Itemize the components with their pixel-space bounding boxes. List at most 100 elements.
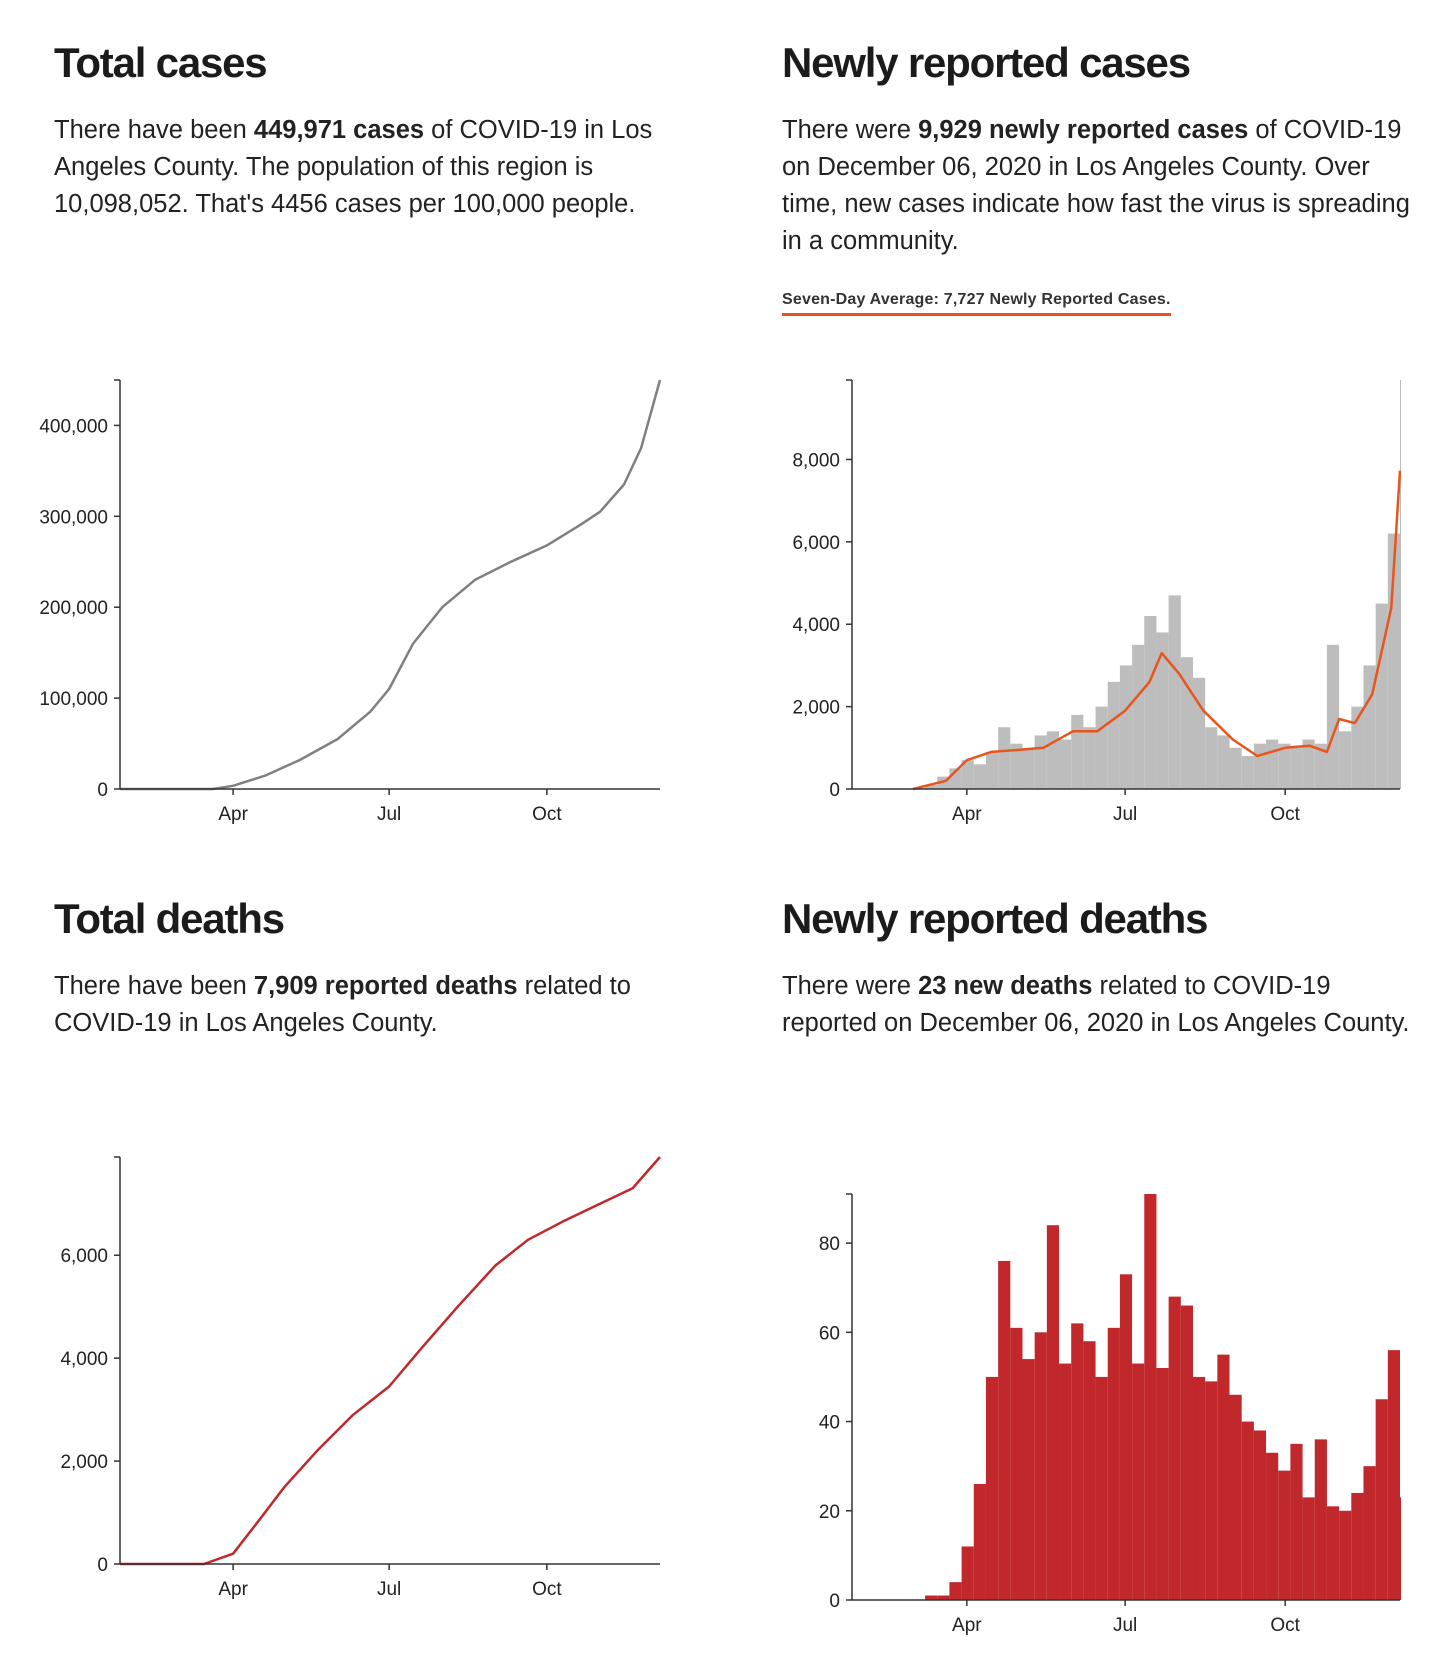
new-deaths-y-tick-label: 40 — [819, 1413, 840, 1434]
new-cases-bar — [1266, 739, 1279, 789]
total-cases-y-tick-label: 200,000 — [39, 598, 108, 619]
total-deaths-x-tick-label: Apr — [218, 1579, 248, 1600]
new-deaths-bar — [1144, 1194, 1157, 1600]
new-cases-bar — [1059, 739, 1072, 789]
new-deaths-bar — [985, 1376, 999, 1600]
new-cases-bar — [1132, 644, 1145, 789]
new-deaths-bar — [1046, 1225, 1060, 1600]
new-deaths-bar — [1132, 1363, 1145, 1600]
new-deaths-bar — [1119, 1274, 1133, 1600]
new-deaths-bar — [1351, 1492, 1364, 1600]
new-deaths-bar — [1205, 1381, 1218, 1600]
total-deaths-chart: 0 2,000 4,000 6,000 Apr Jul Oct — [60, 1156, 661, 1600]
total-cases-y-tick-label: 100,000 — [39, 689, 108, 710]
new-cases-bar — [1363, 665, 1376, 789]
new-deaths-bar — [1156, 1368, 1169, 1600]
total-cases-title: Total cases — [54, 39, 268, 86]
new-cases-x-tick-label: Apr — [952, 804, 982, 825]
new-deaths-bar — [1107, 1327, 1120, 1600]
new-cases-bar — [1253, 743, 1267, 789]
total-deaths-description: There have been 7,909 reported deaths re… — [54, 968, 694, 1042]
total-deaths-y-tick-label: 6,000 — [60, 1246, 108, 1267]
total-cases-x-tick-label: Apr — [218, 804, 248, 825]
new-cases-bar — [1290, 747, 1303, 789]
new-deaths-bar — [1095, 1376, 1108, 1600]
new-cases-bar — [1400, 380, 1401, 789]
new-deaths-bar — [1192, 1376, 1206, 1600]
new-deaths-bar — [1400, 1497, 1401, 1600]
new-deaths-bar — [973, 1484, 986, 1600]
new-cases-bar — [1278, 743, 1291, 789]
new-cases-bar — [1034, 735, 1047, 789]
new-cases-bar — [1119, 665, 1133, 789]
new-deaths-bar — [1059, 1363, 1072, 1600]
new-deaths-bar — [1217, 1354, 1230, 1600]
new-cases-desc-part2: of COVID-19 on December 06, 2020 in Los … — [782, 116, 1410, 256]
new-deaths-bar — [961, 1546, 974, 1600]
new-cases-bar — [1046, 731, 1060, 789]
new-deaths-bar — [949, 1582, 962, 1600]
new-cases-bar — [985, 751, 999, 789]
new-deaths-bar — [1314, 1439, 1327, 1600]
new-deaths-bar — [1241, 1421, 1254, 1600]
new-deaths-chart: 0 20 40 60 80 Apr Jul Oct — [819, 1193, 1401, 1636]
total-deaths-desc-part2: related to COVID-19 in Los Angeles Count… — [54, 972, 631, 1038]
new-cases-bar — [1144, 615, 1157, 789]
new-cases-y-tick-label: 2,000 — [792, 698, 840, 719]
new-deaths-bar — [1375, 1399, 1388, 1600]
panel-total-cases: Total cases There have been 449,971 case… — [54, 39, 694, 223]
new-cases-bar — [1302, 739, 1315, 789]
new-cases-desc-part1: There were — [782, 116, 919, 145]
new-cases-bar — [1314, 743, 1327, 789]
total-deaths-y-tick-label: 4,000 — [60, 1349, 108, 1370]
new-deaths-bar — [1034, 1332, 1047, 1600]
panel-total-deaths: Total deaths There have been 7,909 repor… — [54, 895, 694, 1042]
new-cases-y-tick-label: 4,000 — [792, 615, 840, 636]
total-deaths-title: Total deaths — [54, 895, 285, 942]
panel-new-deaths: Newly reported deaths There were 23 new … — [782, 895, 1422, 1042]
new-cases-y-tick-label: 8,000 — [792, 450, 840, 471]
new-cases-bar — [961, 760, 974, 789]
new-cases-bar — [1192, 677, 1206, 789]
new-deaths-description: There were 23 new deaths related to COVI… — [782, 968, 1422, 1042]
total-cases-series-line — [120, 379, 662, 791]
new-deaths-bar — [1278, 1470, 1291, 1600]
new-cases-bar — [1107, 681, 1120, 789]
new-deaths-bar — [1266, 1452, 1279, 1600]
new-deaths-bar — [1363, 1466, 1376, 1600]
total-cases-desc-part2: of COVID-19 in Los Angeles County. The p… — [54, 116, 653, 219]
new-deaths-bar — [1180, 1305, 1193, 1600]
new-cases-bar — [1010, 743, 1023, 789]
total-cases-chart: 0 100,000 200,000 300,000 400,000 Apr Jul Oct — [39, 379, 662, 825]
new-deaths-bar — [1229, 1394, 1242, 1600]
new-deaths-y-tick-label: 80 — [819, 1234, 840, 1255]
new-deaths-bar — [1083, 1341, 1096, 1600]
new-cases-series-line — [912, 470, 1402, 791]
total-deaths-desc-part1: There have been — [54, 972, 254, 1001]
new-cases-chart: 0 2,000 4,000 6,000 8,000 Apr Jul Oct — [792, 379, 1402, 825]
new-deaths-title: Newly reported deaths — [782, 895, 1208, 942]
new-deaths-bar — [1302, 1497, 1315, 1600]
new-deaths-bar — [925, 1595, 938, 1600]
new-cases-bar — [1156, 632, 1169, 789]
total-cases-desc-part1: There have been — [54, 116, 254, 145]
new-cases-bar — [1095, 706, 1108, 789]
panel-new-cases: Newly reported cases There were 9,929 ne… — [782, 39, 1422, 260]
new-cases-bar — [1351, 706, 1364, 789]
new-cases-x-tick-label: Oct — [1270, 804, 1300, 825]
new-deaths-desc-part1: There were — [782, 972, 919, 1001]
new-cases-bar — [1071, 714, 1084, 789]
seven-day-average-note: Seven-Day Average: 7,727 Newly Reported … — [782, 291, 1171, 316]
total-cases-desc-highlight: 449,971 cases — [253, 116, 425, 145]
new-cases-x-tick-label: Jul — [1113, 804, 1137, 825]
new-deaths-desc-highlight: 23 new deaths — [918, 972, 1093, 1001]
total-cases-x-tick-label: Jul — [377, 804, 401, 825]
new-cases-bar — [1022, 747, 1035, 789]
total-cases-y-tick-label: 300,000 — [39, 507, 108, 528]
total-cases-description: There have been 449,971 cases of COVID-1… — [54, 112, 694, 223]
new-cases-bar — [1326, 644, 1340, 789]
new-cases-bar — [1217, 735, 1230, 789]
new-deaths-bar — [1253, 1430, 1267, 1600]
new-deaths-x-tick-label: Oct — [1270, 1615, 1300, 1636]
